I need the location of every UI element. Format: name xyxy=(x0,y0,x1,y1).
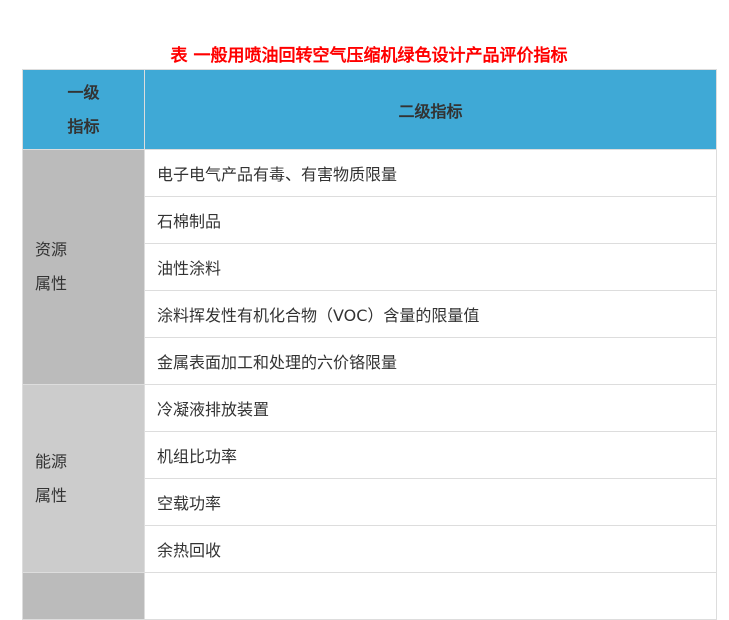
header-level1-line1: 一级 xyxy=(67,82,100,102)
category-energy: 能源 属性 xyxy=(22,384,145,573)
table-row: 金属表面加工和处理的六价铬限量 xyxy=(23,337,717,385)
table-row: 机组比功率 xyxy=(23,431,717,479)
table-row: 空载功率 xyxy=(23,478,717,526)
table-row: 能源属性 冷凝液排放装置 xyxy=(22,384,717,573)
header-level1-line2: 指标 xyxy=(67,116,100,136)
header-level1: 一级 指标 xyxy=(22,69,145,150)
indicator-cell: 油性涂料 xyxy=(144,243,717,291)
evaluation-table: 一级指标 二级指标 资源属性 电子电气产品有毒、有害物质限量 石棉制品 油性涂料… xyxy=(22,69,717,620)
category-line2: 属性 xyxy=(35,485,68,505)
table-title: 表 一般用喷油回转空气压缩机绿色设计产品评价指标 xyxy=(170,46,568,66)
indicator-cell: 冷凝液排放装置 xyxy=(144,384,717,432)
category-line2: 属性 xyxy=(35,274,68,293)
table-row: 资源属性 电子电气产品有毒、有害物质限量 xyxy=(22,149,717,385)
indicator-cell: 电子电气产品有毒、有害物质限量 xyxy=(144,149,717,197)
indicator-cell-partial xyxy=(144,572,717,620)
table-row: 油性涂料 xyxy=(23,243,717,291)
indicator-cell: 涂料挥发性有机化合物（VOC）含量的限量值 xyxy=(144,290,717,338)
indicator-cell: 机组比功率 xyxy=(144,431,717,479)
table-row: 余热回收 xyxy=(23,525,717,573)
table-row: 石棉制品 xyxy=(23,196,717,244)
indicator-cell: 石棉制品 xyxy=(144,196,717,244)
table-row-partial xyxy=(22,572,717,620)
indicator-cell: 余热回收 xyxy=(144,525,717,573)
indicator-cell: 空载功率 xyxy=(144,478,717,526)
header-level2: 二级指标 xyxy=(144,69,717,150)
category-resource: 资源 属性 xyxy=(22,149,145,385)
category-cell-partial xyxy=(22,572,145,620)
header-row: 一级指标 二级指标 xyxy=(22,69,717,150)
category-line1: 能源 xyxy=(35,451,68,471)
indicator-cell: 金属表面加工和处理的六价铬限量 xyxy=(144,337,717,385)
category-line1: 资源 xyxy=(35,240,68,259)
